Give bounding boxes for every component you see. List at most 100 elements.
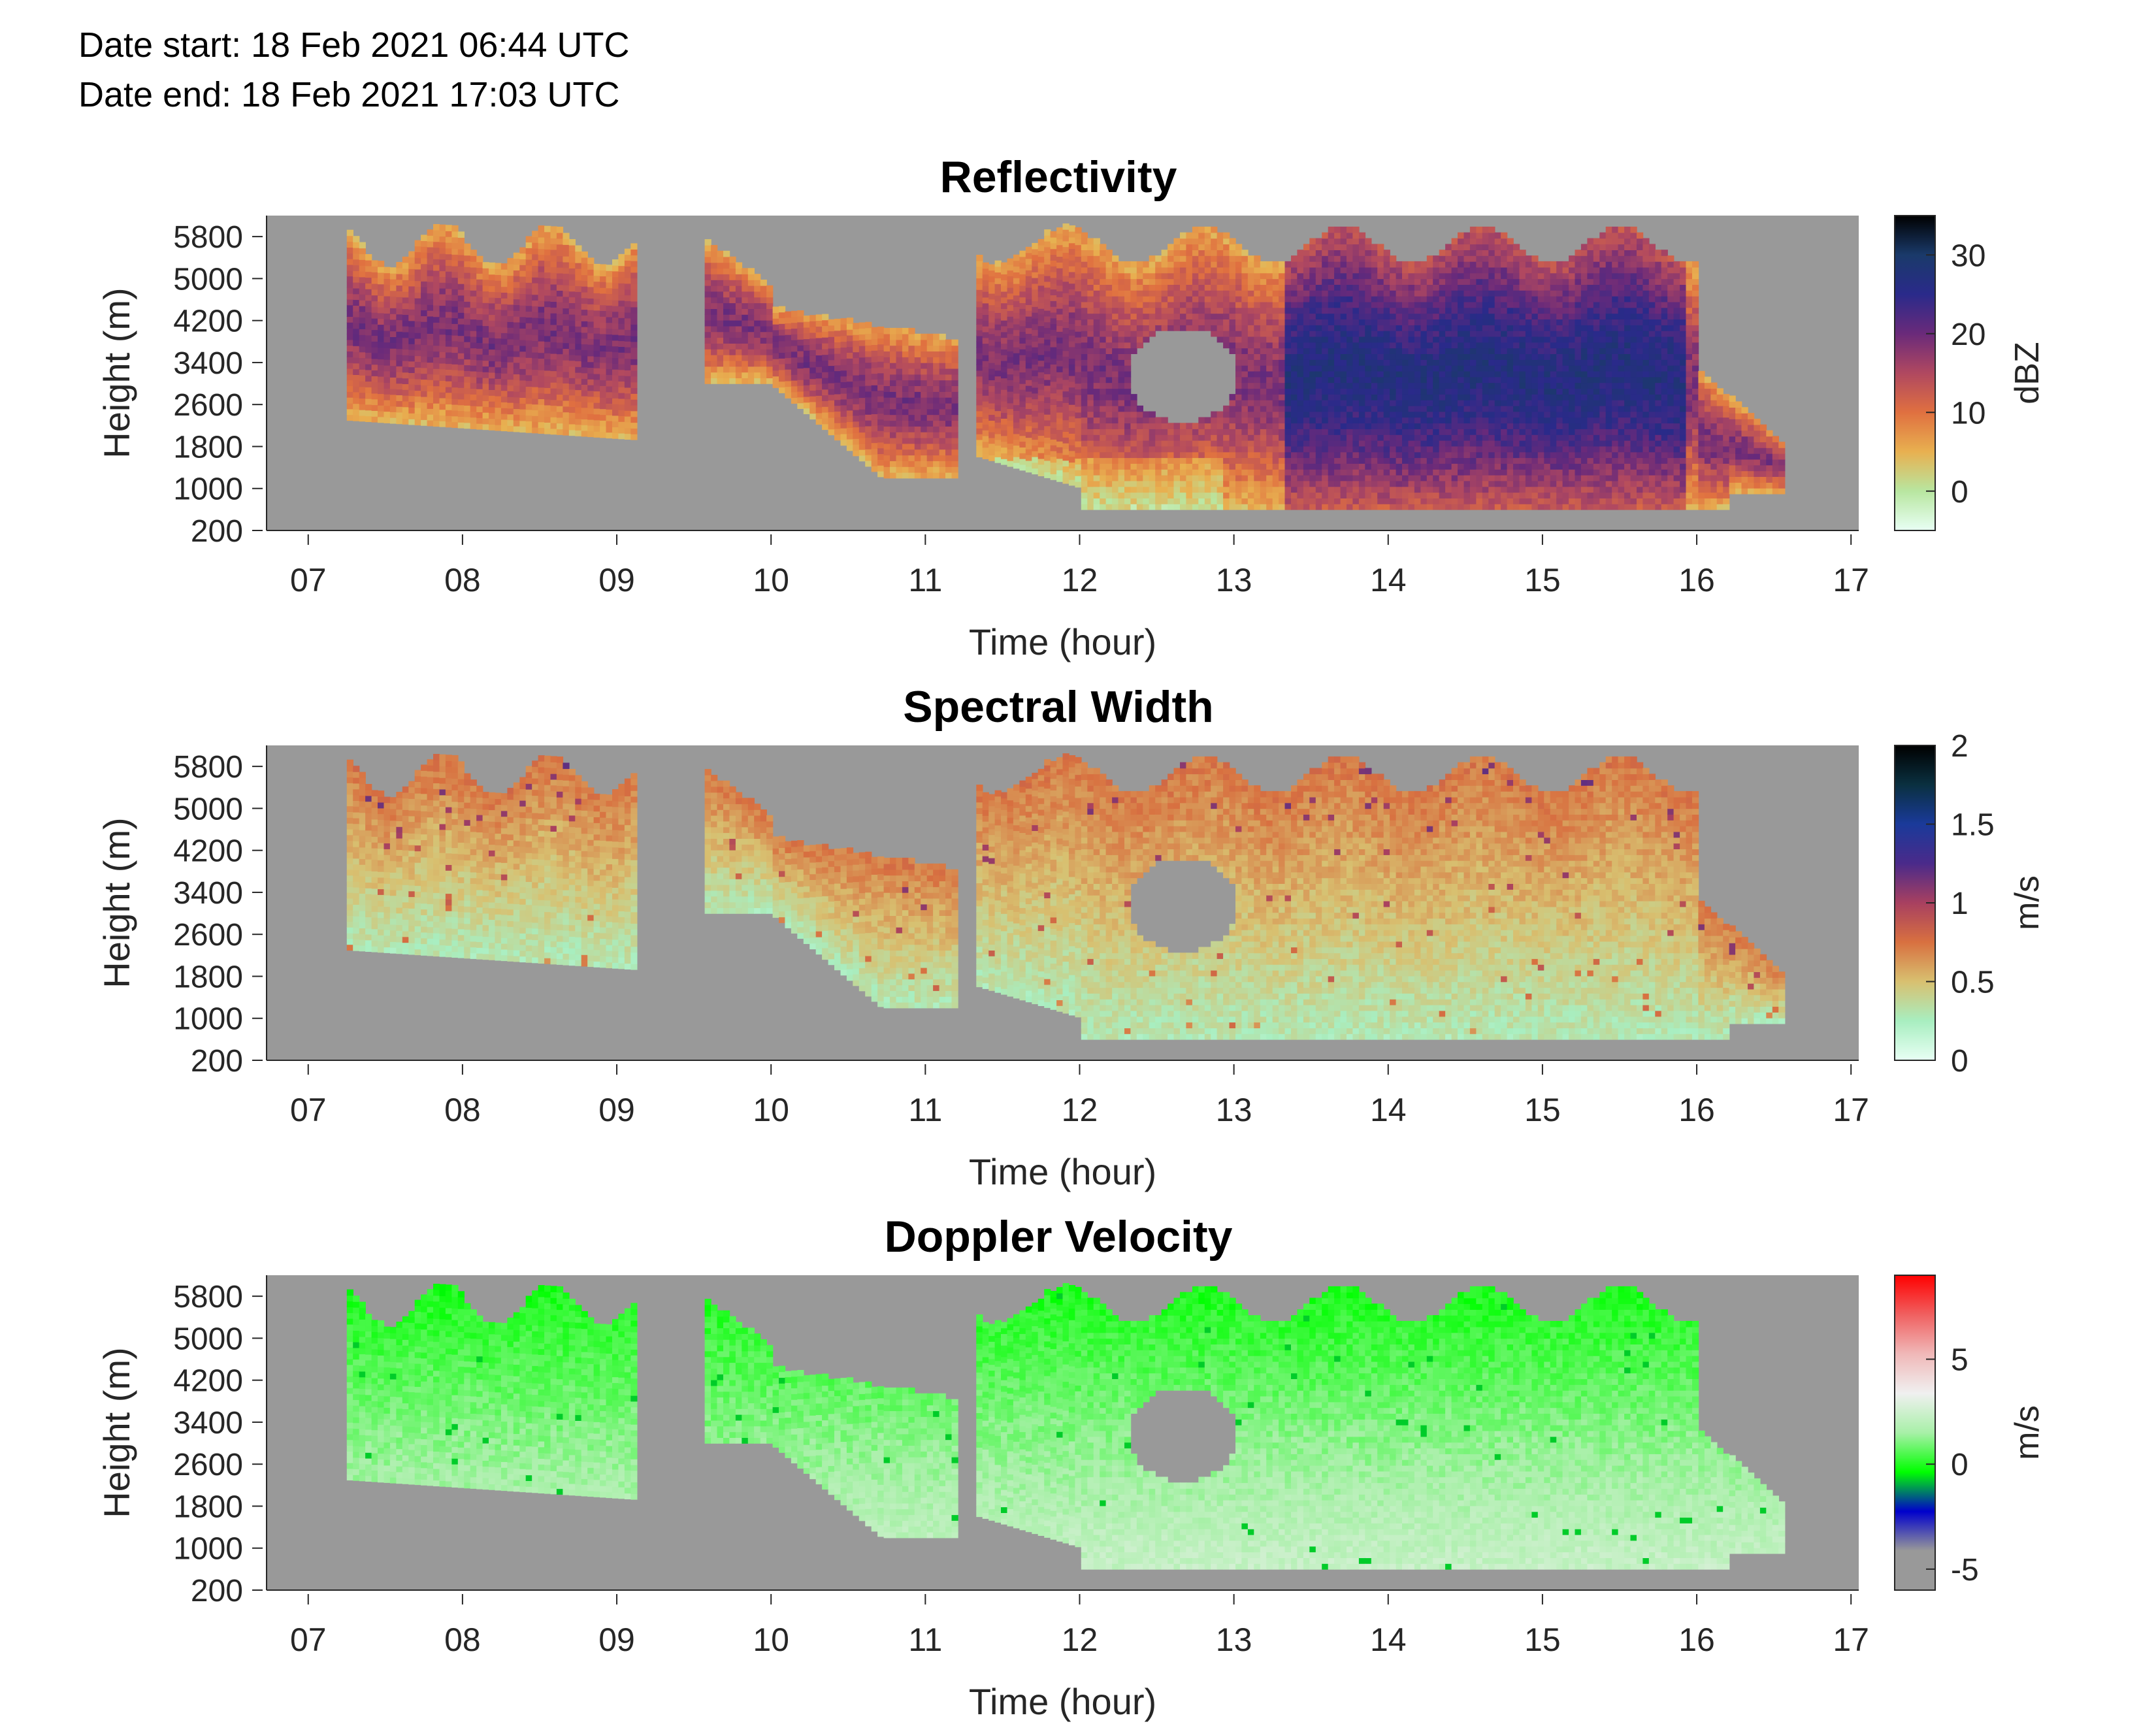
heatmap-cell xyxy=(1168,492,1175,498)
heatmap-cell xyxy=(976,324,983,331)
heatmap-cell xyxy=(482,273,489,280)
heatmap-cell xyxy=(538,306,545,313)
heatmap-cell xyxy=(1279,492,1286,498)
heatmap-cell xyxy=(1254,336,1261,343)
heatmap-cell xyxy=(1001,268,1008,274)
heatmap-cell xyxy=(575,302,582,310)
heatmap-cell xyxy=(600,299,607,306)
heatmap-cell xyxy=(1056,452,1064,459)
heatmap-cell xyxy=(581,297,588,304)
heatmap-cell xyxy=(933,437,940,444)
heatmap-cell xyxy=(1322,446,1329,453)
heatmap-cell xyxy=(1204,325,1211,331)
heatmap-cell xyxy=(1087,504,1094,510)
heatmap-cell xyxy=(538,404,545,411)
heatmap-cell xyxy=(1037,383,1045,390)
heatmap-cell xyxy=(853,421,860,428)
heatmap-cell xyxy=(482,297,489,303)
heatmap-cell xyxy=(846,393,854,399)
heatmap-cell xyxy=(1093,325,1100,331)
heatmap-cell xyxy=(1334,307,1341,314)
heatmap-cell xyxy=(568,274,576,280)
heatmap-cell xyxy=(1211,232,1218,239)
heatmap-cell xyxy=(1365,504,1372,510)
heatmap-cell xyxy=(1105,417,1113,424)
heatmap-cell xyxy=(1007,385,1014,392)
heatmap-cell xyxy=(439,334,446,341)
heatmap-cell xyxy=(556,336,564,343)
heatmap-cell xyxy=(1365,295,1372,302)
heatmap-cell xyxy=(439,374,446,381)
heatmap-cell xyxy=(445,357,453,365)
heatmap-cell xyxy=(1075,319,1082,326)
heatmap-cell xyxy=(1340,423,1347,429)
heatmap-cell xyxy=(550,232,557,238)
heatmap-cell xyxy=(742,291,749,298)
heatmap-cell xyxy=(1032,341,1039,348)
heatmap-cell xyxy=(1105,405,1113,412)
heatmap-cell xyxy=(1100,423,1107,429)
heatmap-cell xyxy=(427,397,434,404)
heatmap-cell xyxy=(507,275,514,282)
heatmap-cell xyxy=(1358,504,1366,510)
heatmap-cell xyxy=(1025,449,1032,455)
heatmap-cell xyxy=(1217,232,1224,239)
heatmap-cell xyxy=(1180,267,1187,274)
heatmap-cell xyxy=(1365,370,1372,378)
heatmap-cell xyxy=(858,449,866,456)
heatmap-cell xyxy=(1303,480,1311,487)
heatmap-cell xyxy=(1136,284,1143,291)
heatmap-cell xyxy=(1161,313,1168,319)
heatmap-cell xyxy=(865,321,872,329)
heatmap-cell xyxy=(457,278,465,284)
heatmap-cell xyxy=(550,376,557,383)
heatmap-cell xyxy=(427,344,434,351)
heatmap-cell xyxy=(1180,278,1187,285)
heatmap-cell xyxy=(1155,417,1162,424)
heatmap-cell xyxy=(513,425,520,432)
heatmap-cell xyxy=(1149,278,1156,285)
heatmap-cell xyxy=(1149,313,1156,319)
heatmap-cell xyxy=(556,342,564,349)
heatmap-cell xyxy=(612,357,619,364)
heatmap-cell xyxy=(1266,272,1273,280)
heatmap-cell xyxy=(1235,261,1243,268)
heatmap-cell xyxy=(1013,341,1021,348)
heatmap-cell xyxy=(606,322,613,329)
heatmap-cell xyxy=(803,396,810,403)
heatmap-cell xyxy=(618,369,625,376)
heatmap-cell xyxy=(439,259,446,266)
heatmap-cell xyxy=(926,408,934,415)
heatmap-cell xyxy=(556,370,564,378)
heatmap-cell xyxy=(378,330,385,336)
heatmap-cell xyxy=(568,343,576,350)
heatmap-cell xyxy=(1358,348,1366,354)
heatmap-cell xyxy=(1025,270,1032,276)
heatmap-cell xyxy=(1161,451,1168,459)
heatmap-cell xyxy=(704,366,711,373)
heatmap-cell xyxy=(1025,437,1032,444)
heatmap-cell xyxy=(1291,504,1298,510)
heatmap-cell xyxy=(439,224,446,231)
heatmap-cell xyxy=(914,466,921,473)
heatmap-cell xyxy=(1223,295,1230,302)
heatmap-cell xyxy=(1358,429,1366,435)
heatmap-cell xyxy=(513,397,520,404)
heatmap-cell xyxy=(1204,301,1211,308)
heatmap-cell xyxy=(371,410,378,417)
heatmap-cell xyxy=(976,278,983,284)
heatmap-cell xyxy=(1075,412,1082,419)
heatmap-cell xyxy=(457,318,465,325)
heatmap-cell xyxy=(489,320,496,327)
heatmap-cell xyxy=(1149,301,1156,308)
heatmap-cell xyxy=(1044,339,1051,346)
heatmap-cell xyxy=(729,360,736,367)
heatmap-cell xyxy=(353,328,360,335)
heatmap-cell xyxy=(1112,261,1119,268)
heatmap-cell xyxy=(439,236,446,242)
heatmap-cell xyxy=(908,402,915,410)
heatmap-cell xyxy=(1358,301,1366,308)
heatmap-cell xyxy=(1168,429,1175,435)
heatmap-cell xyxy=(1173,469,1181,476)
heatmap-cell xyxy=(1309,486,1316,493)
